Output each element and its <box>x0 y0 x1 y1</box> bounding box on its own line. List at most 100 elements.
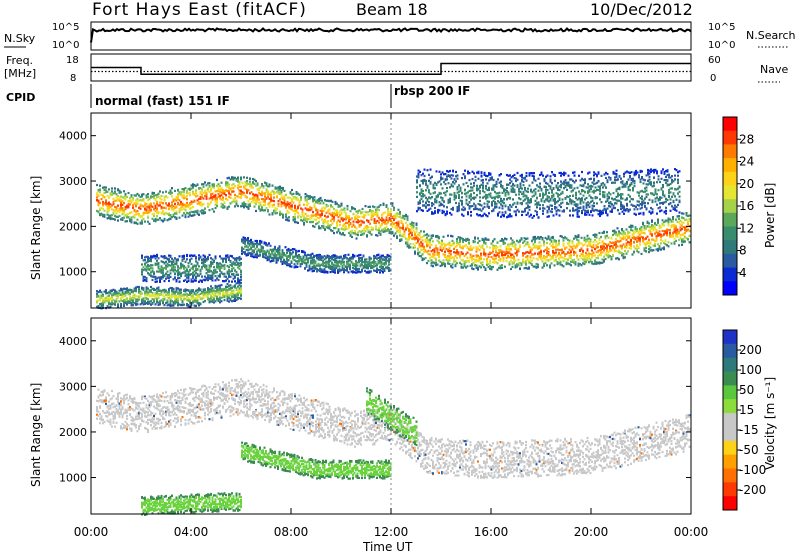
data-cell <box>138 194 140 197</box>
data-cell <box>499 245 502 248</box>
data-cell <box>169 190 172 193</box>
data-cell <box>241 193 244 196</box>
data-cell <box>646 242 649 245</box>
data-cell <box>129 197 131 200</box>
data-cell <box>111 187 113 190</box>
data-cell <box>354 225 356 229</box>
data-cell <box>196 301 199 304</box>
data-cell <box>340 204 343 207</box>
data-cell <box>595 233 598 236</box>
data-cell <box>604 257 607 261</box>
nave-tick-top: 60 <box>708 55 721 66</box>
data-cell <box>192 200 194 204</box>
data-cell <box>381 217 383 220</box>
data-cell <box>316 209 319 212</box>
data-cell <box>111 295 113 299</box>
data-cell <box>249 203 251 206</box>
data-cell <box>532 238 535 241</box>
data-cell <box>102 301 104 304</box>
data-cell <box>246 188 248 191</box>
data-cell <box>121 216 124 220</box>
data-cell <box>535 246 538 249</box>
data-cell <box>177 197 179 201</box>
data-cell <box>189 202 191 205</box>
data-cell <box>604 253 607 256</box>
data-cell <box>432 249 434 252</box>
data-cell <box>244 187 247 190</box>
data-cell <box>615 249 617 253</box>
data-cell <box>175 210 178 213</box>
data-cell <box>646 225 649 228</box>
data-cell <box>670 225 673 228</box>
data-cell <box>133 216 136 219</box>
data-cell <box>136 218 139 221</box>
data-cell <box>511 265 514 268</box>
data-cell <box>148 208 151 211</box>
data-cell <box>564 247 566 250</box>
data-cell <box>150 285 152 289</box>
data-cell <box>363 221 365 224</box>
data-cell <box>228 284 230 287</box>
data-cell <box>375 210 377 213</box>
data-cell <box>175 270 178 273</box>
data-cell <box>424 234 427 237</box>
data-cell <box>97 294 100 297</box>
data-cell <box>210 193 212 196</box>
data-cell <box>192 184 194 187</box>
data-cell <box>337 212 340 215</box>
data-cell <box>172 292 175 295</box>
data-cell <box>162 298 164 301</box>
data-cell <box>129 211 131 214</box>
data-cell <box>348 231 350 234</box>
data-cell <box>418 243 421 246</box>
data-cell <box>657 232 659 235</box>
data-cell <box>267 203 269 206</box>
data-cell <box>442 259 445 262</box>
data-cell <box>159 204 161 207</box>
data-cell <box>126 303 128 306</box>
data-cell <box>232 293 235 296</box>
data-cell <box>235 288 238 291</box>
data-cell <box>177 304 179 307</box>
data-cell <box>178 290 181 293</box>
data-cell <box>181 265 184 268</box>
data-cell <box>388 218 391 221</box>
data-cell <box>225 294 227 297</box>
data-cell <box>213 272 215 275</box>
data-cell <box>150 260 152 263</box>
data-cell <box>156 208 158 211</box>
data-cell <box>462 252 464 255</box>
data-cell <box>130 221 133 224</box>
data-cell <box>523 252 526 255</box>
data-cell <box>118 292 121 295</box>
data-cell <box>142 288 145 292</box>
data-cell <box>229 297 232 300</box>
data-cell <box>280 189 283 192</box>
data-cell <box>426 244 428 247</box>
data-cell <box>438 255 440 258</box>
data-cell <box>207 298 209 301</box>
data-cell <box>213 195 215 199</box>
data-cell <box>354 208 356 211</box>
data-cell <box>622 237 625 241</box>
data-cell <box>594 233 596 236</box>
data-cell <box>246 180 248 183</box>
data-cell <box>219 298 221 301</box>
data-cell <box>289 204 292 207</box>
data-cell <box>265 207 268 210</box>
data-cell <box>396 224 398 227</box>
data-cell <box>240 262 242 265</box>
data-cell <box>300 196 302 199</box>
data-cell <box>406 224 409 227</box>
data-cell <box>567 238 569 241</box>
data-cell <box>269 260 272 263</box>
data-cell <box>450 250 452 253</box>
data-cell <box>526 255 529 258</box>
data-cell <box>336 212 338 215</box>
data-cell <box>375 220 377 223</box>
data-cell <box>495 246 497 249</box>
data-cell <box>232 263 235 266</box>
data-cell <box>555 248 557 251</box>
data-cell <box>186 304 188 307</box>
data-cell <box>393 234 395 237</box>
